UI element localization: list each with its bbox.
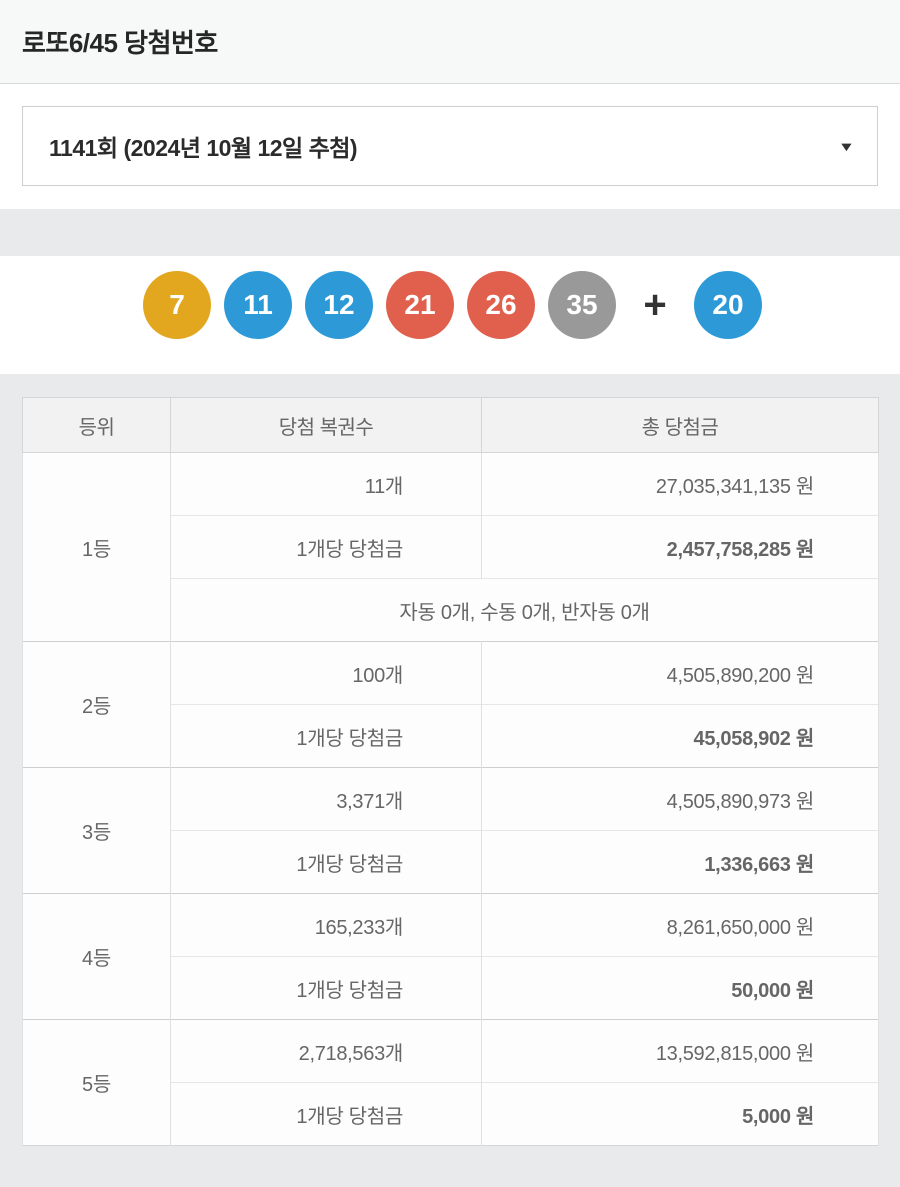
rank-label-4: 4등 [22,893,171,1020]
table-row: 1개당 당첨금 2,457,758,285 원 [23,515,879,579]
lotto-ball-6: 35 [548,271,616,339]
first-prize-method-note: 자동 0개, 수동 0개, 반자동 0개 [170,578,879,642]
table-row: 1등 11개 27,035,341,135 원 [22,452,879,642]
prize-table: 등위 당첨 복권수 총 당첨금 1등 11개 27,035,341,135 원 … [22,397,879,1146]
per-ticket-label-1: 1개당 당첨금 [170,515,482,579]
per-ticket-prize-5: 5,000 원 [481,1082,879,1146]
total-prize-5: 13,592,815,000 원 [481,1019,879,1083]
prize-table-section: 등위 당첨 복권수 총 당첨금 1등 11개 27,035,341,135 원 … [0,374,900,1170]
winner-count-1: 11개 [170,452,482,516]
per-ticket-label-2: 1개당 당첨금 [170,704,482,768]
winner-count-4: 165,233개 [170,893,482,957]
round-selector-section: 1141회 (2024년 10월 12일 추첨) ▼ [0,84,900,209]
header-rank: 등위 [22,397,171,453]
winner-count-3: 3,371개 [170,767,482,831]
table-row: 1개당 당첨금 5,000 원 [23,1082,879,1146]
per-ticket-label-5: 1개당 당첨금 [170,1082,482,1146]
lotto-ball-5: 26 [467,271,535,339]
lotto-ball-4: 21 [386,271,454,339]
divider-band [0,209,900,256]
lotto-ball-1: 7 [143,271,211,339]
header-winner-count: 당첨 복권수 [170,397,482,453]
table-row: 5등 2,718,563개 13,592,815,000 원 [22,1019,879,1146]
rank-label-2: 2등 [22,641,171,768]
winner-count-2: 100개 [170,641,482,705]
plus-sign: + [643,283,667,327]
lotto-ball-2: 11 [224,271,292,339]
per-ticket-prize-3: 1,336,663 원 [481,830,879,894]
winner-count-5: 2,718,563개 [170,1019,482,1083]
table-row: 1개당 당첨금 1,336,663 원 [23,830,879,894]
rank-label-3: 3등 [22,767,171,894]
page-header: 로또6/45 당첨번호 [0,0,900,84]
chevron-down-icon: ▼ [837,138,856,154]
table-row: 2등 100개 4,505,890,200 원 [22,641,879,768]
bonus-ball: 20 [694,271,762,339]
winning-numbers-section: 7 11 12 21 26 35 + 20 [0,256,900,374]
table-row: 자동 0개, 수동 0개, 반자동 0개 [23,578,879,642]
page-title: 로또6/45 당첨번호 [22,28,218,58]
round-select-value: 1141회 (2024년 10월 12일 추첨) [49,135,358,161]
table-header-row: 등위 당첨 복권수 총 당첨금 [22,397,879,453]
winning-numbers-row: 7 11 12 21 26 35 + 20 [143,271,762,339]
per-ticket-prize-1: 2,457,758,285 원 [481,515,879,579]
lotto-ball-3: 12 [305,271,373,339]
total-prize-1: 27,035,341,135 원 [481,452,879,516]
per-ticket-label-4: 1개당 당첨금 [170,956,482,1020]
per-ticket-prize-4: 50,000 원 [481,956,879,1020]
rank-label-1: 1등 [22,452,171,642]
total-prize-2: 4,505,890,200 원 [481,641,879,705]
table-row: 4등 165,233개 8,261,650,000 원 [22,893,879,1020]
total-prize-3: 4,505,890,973 원 [481,767,879,831]
rank-label-5: 5등 [22,1019,171,1146]
table-row: 3등 3,371개 4,505,890,973 원 [22,767,879,894]
table-row: 1개당 당첨금 45,058,902 원 [23,704,879,768]
header-total-prize: 총 당첨금 [481,397,879,453]
round-select-dropdown[interactable]: 1141회 (2024년 10월 12일 추첨) ▼ [22,106,878,186]
per-ticket-prize-2: 45,058,902 원 [481,704,879,768]
total-prize-4: 8,261,650,000 원 [481,893,879,957]
per-ticket-label-3: 1개당 당첨금 [170,830,482,894]
table-row: 1개당 당첨금 50,000 원 [23,956,879,1020]
